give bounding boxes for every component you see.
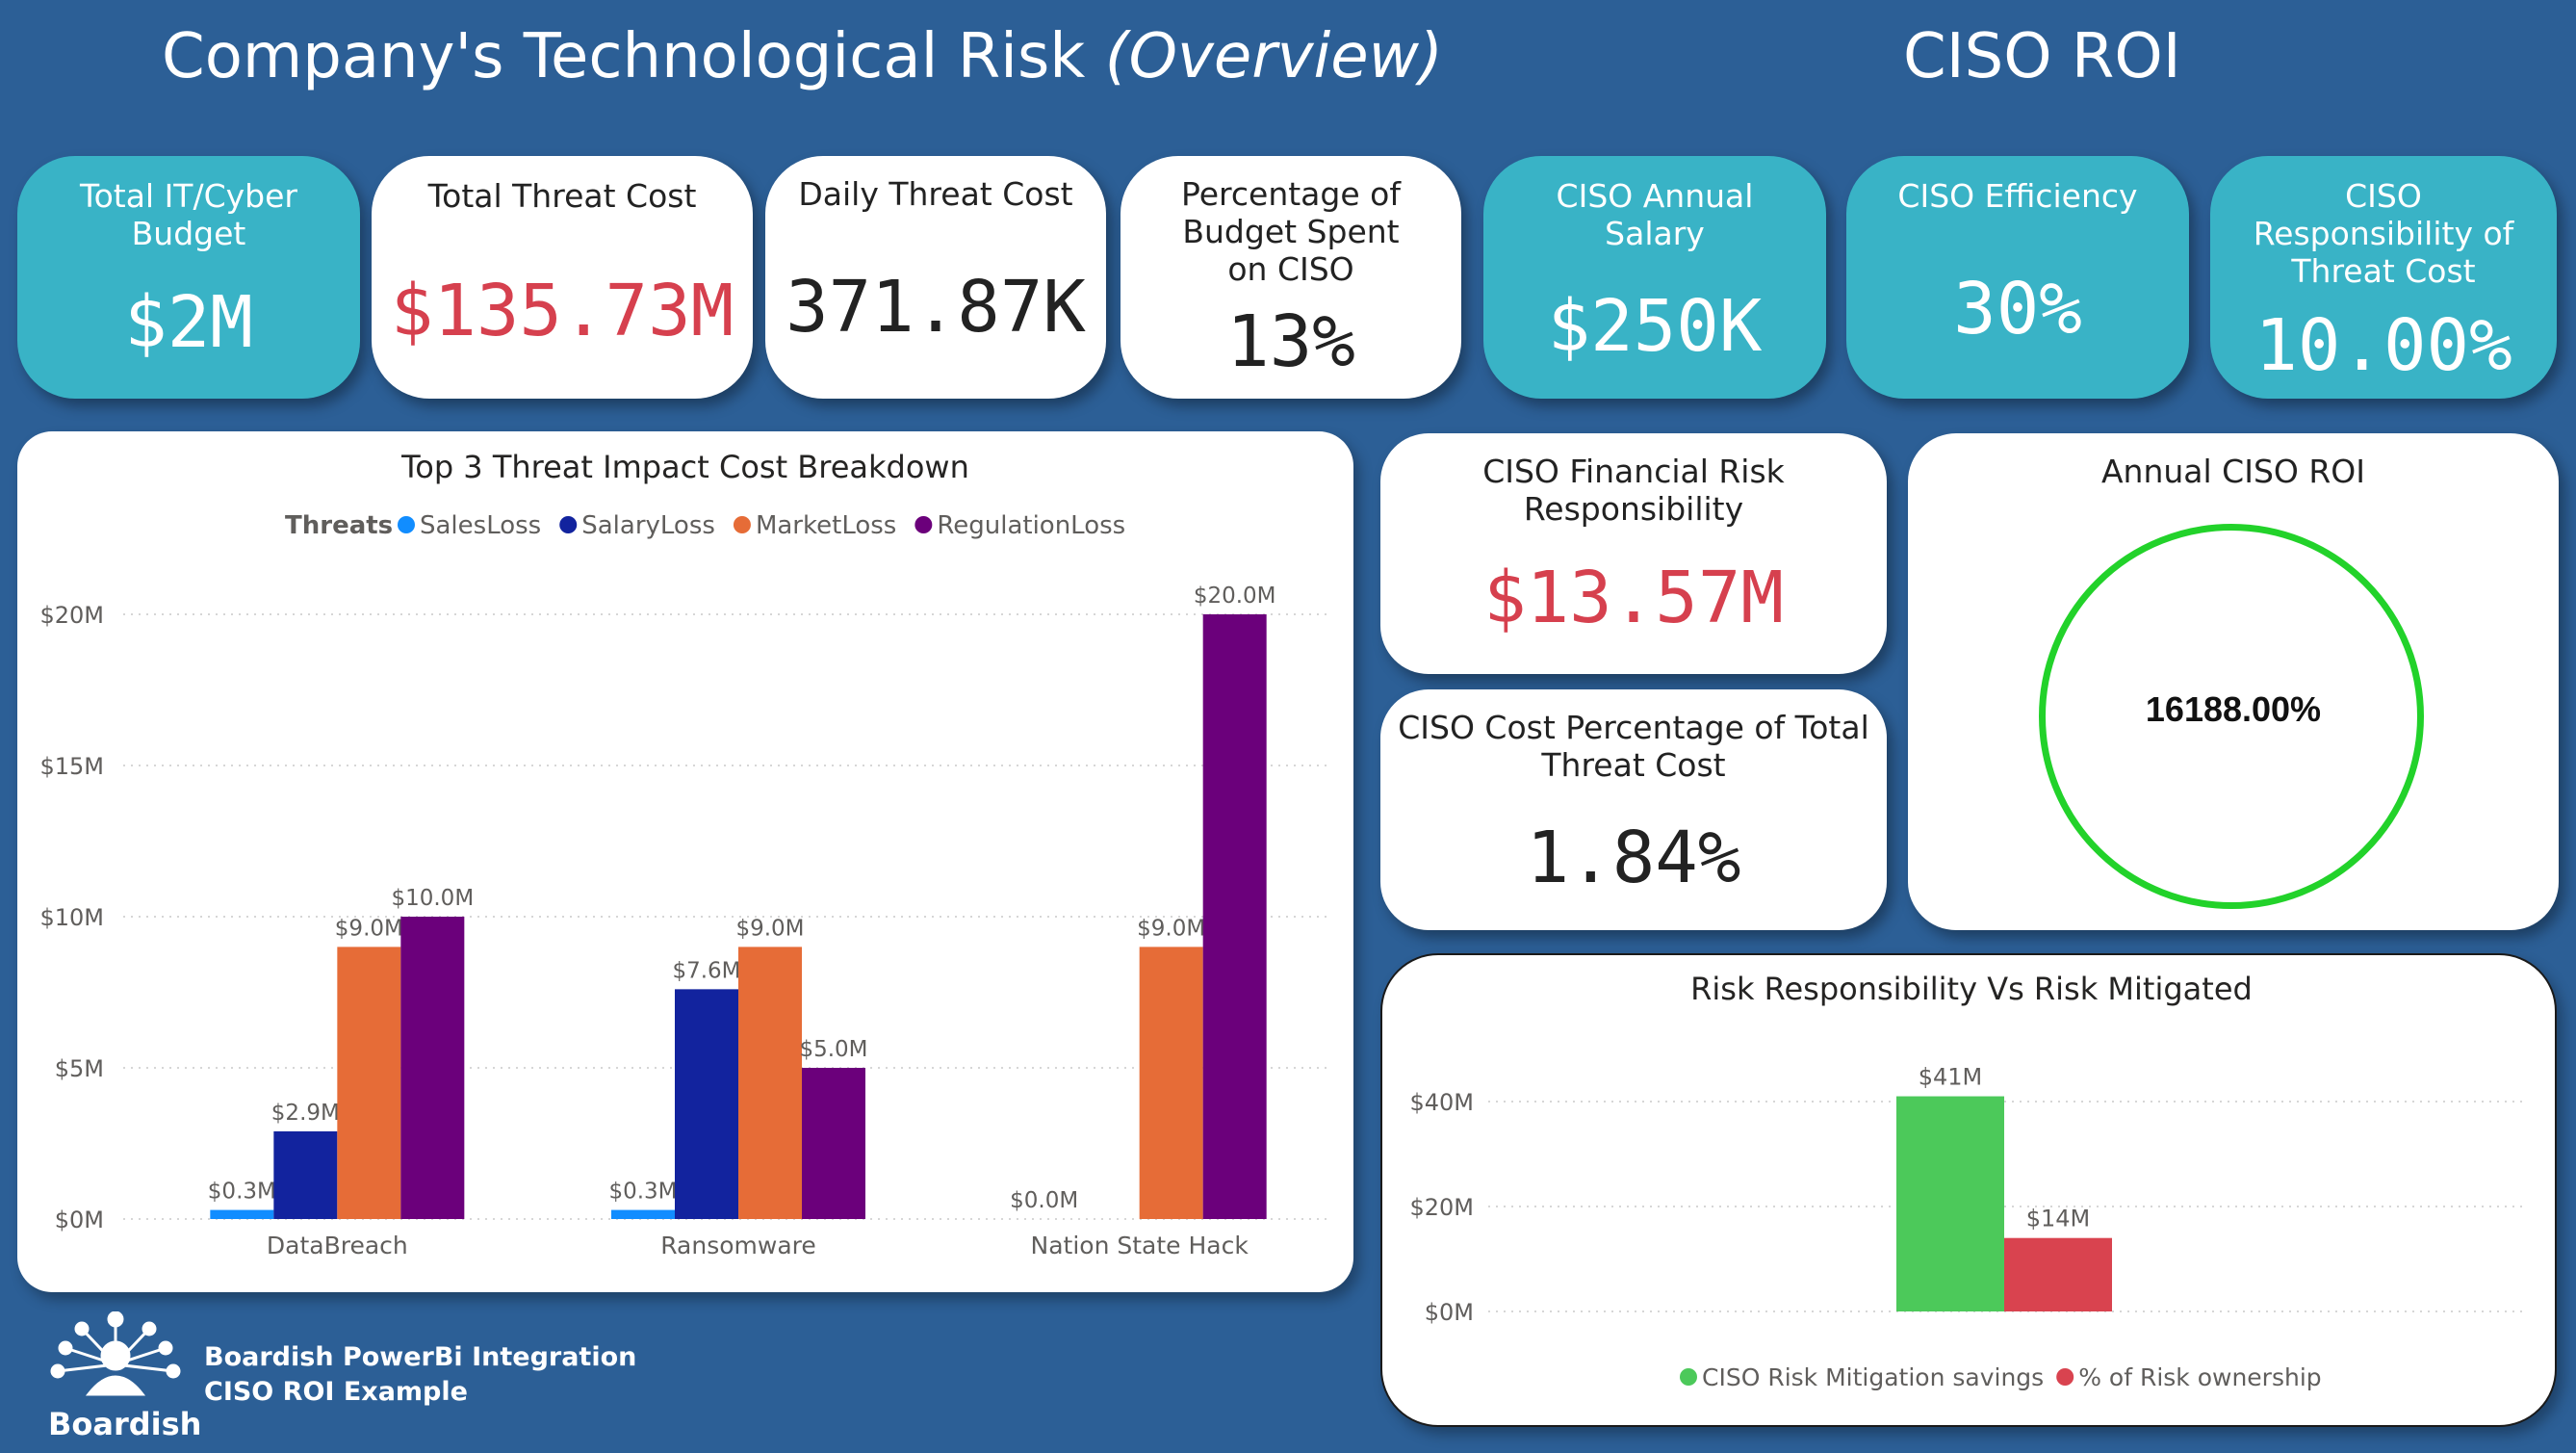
data-label: $9.0M <box>335 916 403 941</box>
data-label: $9.0M <box>735 916 804 941</box>
card-ciso-responsibility: CISO Responsibility of Threat Cost 10.00… <box>2210 156 2557 399</box>
legend-marker <box>914 516 933 533</box>
x-tick-label: Nation State Hack <box>1031 1232 1249 1259</box>
legend-marker <box>1680 1368 1697 1386</box>
card-label: CISO Cost Percentage of Total Threat Cos… <box>1398 709 1869 784</box>
bar-salaryloss[interactable] <box>675 989 738 1219</box>
y-tick-label: $40M <box>1409 1089 1474 1116</box>
card-percentage-budget-ciso: Percentage of Budget Spent on CISO 13% <box>1121 156 1461 399</box>
card-value: 13% <box>1226 300 1355 383</box>
roi-value: 16188.00% <box>2145 689 2322 729</box>
card-value: $13.57M <box>1483 557 1784 639</box>
bar-series-2[interactable] <box>2004 1237 2112 1311</box>
y-tick-label: $20M <box>1409 1194 1474 1221</box>
card-value: $135.73M <box>390 270 734 352</box>
threat-breakdown-panel: Top 3 Threat Impact Cost Breakdown Threat… <box>17 431 1353 1292</box>
legend-marker <box>559 516 578 533</box>
card-total-threat-cost: Total Threat Cost $135.73M <box>372 156 753 399</box>
legend-label[interactable]: RegulationLoss <box>937 511 1125 540</box>
threat-breakdown-chart: Top 3 Threat Impact Cost BreakdownThreat… <box>39 449 1327 1259</box>
card-value: $250K <box>1547 285 1763 368</box>
card-label: Percentage of Budget Spent on CISO <box>1181 175 1401 288</box>
card-label: Annual CISO ROI <box>2100 453 2366 490</box>
bar-regulationloss[interactable] <box>400 917 465 1219</box>
data-label: $0.3M <box>208 1180 276 1205</box>
y-tick-label: $10M <box>39 904 104 931</box>
card-value: $2M <box>124 281 253 364</box>
data-label: $20.0M <box>1194 584 1276 609</box>
card-label: Total Threat Cost <box>427 177 697 215</box>
data-label: $7.6M <box>672 958 740 983</box>
data-label: $5.0M <box>799 1037 867 1062</box>
legend-label[interactable]: SalaryLoss <box>581 511 715 540</box>
data-label: $14M <box>2026 1206 2091 1232</box>
x-tick-label: Ransomware <box>660 1232 816 1259</box>
legend-label[interactable]: SalesLoss <box>420 511 541 540</box>
y-tick-label: $5M <box>55 1055 104 1082</box>
risk-mitigation-panel: Risk Responsibility Vs Risk Mitigated $0M… <box>1380 953 2557 1427</box>
chart-title: Risk Responsibility Vs Risk Mitigated <box>1690 971 2253 1007</box>
ciso-roi-title: CISO ROI <box>1903 21 2181 92</box>
page-title-main: Company's Technological Risk <box>162 21 1105 92</box>
card-label: Daily Threat Cost <box>798 175 1073 213</box>
bar-regulationloss[interactable] <box>1202 614 1267 1219</box>
risk-mitigation-chart: Risk Responsibility Vs Risk Mitigated $0M… <box>1409 971 2528 1391</box>
card-label: Total IT/Cyber Budget <box>80 177 297 252</box>
legend-marker <box>733 516 751 533</box>
bar-marketloss[interactable] <box>738 947 802 1219</box>
bar-salesloss[interactable] <box>210 1209 274 1219</box>
page-title-emphasis: (Overview) <box>1104 21 1443 92</box>
bar-salaryloss[interactable] <box>273 1130 338 1219</box>
card-value: 1.84% <box>1526 817 1741 899</box>
bar-marketloss[interactable] <box>1139 947 1203 1219</box>
card-value: 10.00% <box>2254 304 2512 387</box>
data-label: $0.0M <box>1010 1188 1078 1213</box>
card-value: 30% <box>1953 268 2082 350</box>
card-ciso-financial-risk: CISO Financial Risk Responsibility $13.5… <box>1380 433 1887 674</box>
brand-line-2: CISO ROI Example <box>204 1377 468 1407</box>
card-value: 371.87K <box>786 266 1086 349</box>
brand-logo-text: Boardish <box>48 1406 202 1442</box>
chart-title: Top 3 Threat Impact Cost Breakdown <box>400 449 969 485</box>
boardish-logo-icon <box>50 1311 181 1396</box>
data-label: $9.0M <box>1137 916 1205 941</box>
card-annual-ciso-roi: Annual CISO ROI 16188.00% <box>1908 433 2559 930</box>
card-label: CISO Efficiency <box>1897 177 2138 215</box>
bar-series-1[interactable] <box>1896 1096 2004 1311</box>
data-label: $10.0M <box>391 886 474 911</box>
card-ciso-efficiency: CISO Efficiency 30% <box>1846 156 2189 399</box>
x-tick-label: DataBreach <box>267 1232 408 1259</box>
data-label: $2.9M <box>271 1101 340 1126</box>
y-tick-label: $0M <box>1425 1299 1474 1326</box>
card-label: CISO Financial Risk Responsibility <box>1482 453 1785 528</box>
legend-marker <box>2056 1368 2074 1386</box>
card-total-budget: Total IT/Cyber Budget $2M <box>17 156 360 399</box>
legend-label[interactable]: MarketLoss <box>756 511 896 540</box>
legend-label[interactable]: % of Risk ownership <box>2078 1363 2321 1391</box>
card-label: CISO Annual Salary <box>1556 177 1754 252</box>
card-label: CISO Responsibility of Threat Cost <box>2253 177 2514 290</box>
legend-title: Threats <box>285 511 393 540</box>
card-daily-threat-cost: Daily Threat Cost 371.87K <box>765 156 1106 399</box>
y-tick-label: $15M <box>39 753 104 780</box>
y-tick-label: $0M <box>55 1207 104 1233</box>
bar-regulationloss[interactable] <box>802 1068 865 1219</box>
legend-label[interactable]: CISO Risk Mitigation savings <box>1702 1363 2044 1391</box>
y-tick-label: $20M <box>39 602 104 629</box>
legend-marker <box>398 516 415 533</box>
roi-ring <box>2039 524 2424 909</box>
card-ciso-cost-percentage: CISO Cost Percentage of Total Threat Cos… <box>1380 689 1887 930</box>
brand-line-1: Boardish PowerBi Integration <box>204 1342 637 1372</box>
data-label: $0.3M <box>608 1180 677 1205</box>
bar-marketloss[interactable] <box>337 947 401 1219</box>
card-ciso-annual-salary: CISO Annual Salary $250K <box>1483 156 1826 399</box>
bar-salesloss[interactable] <box>611 1209 675 1219</box>
data-label: $41M <box>1919 1064 1983 1091</box>
page-title: Company's Technological Risk (Overview) <box>162 21 1443 92</box>
